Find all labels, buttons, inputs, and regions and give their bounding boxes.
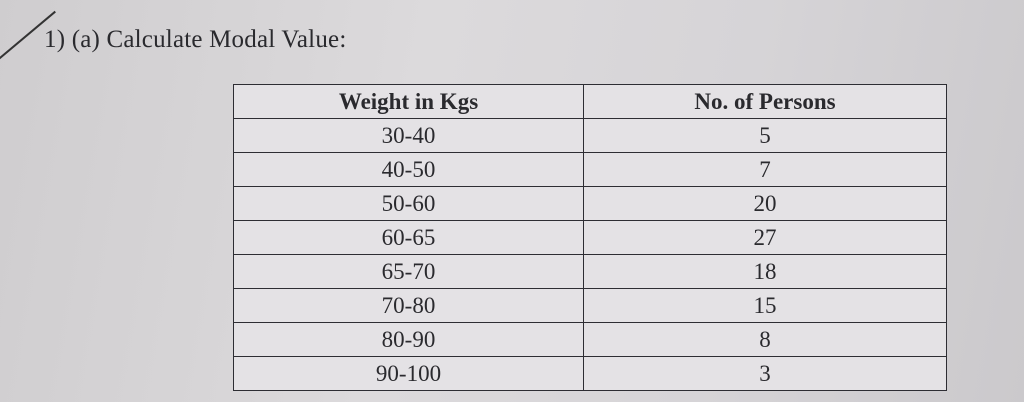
- table-row: 40-50 7: [233, 152, 947, 187]
- weight-cell: 30-40: [233, 118, 584, 153]
- persons-cell: 5: [583, 118, 947, 153]
- table-row: 80-90 8: [233, 322, 947, 357]
- table-row: 70-80 15: [233, 288, 947, 323]
- persons-cell: 20: [583, 186, 947, 221]
- table-row: 90-100 3: [233, 356, 947, 391]
- table-row: 60-65 27: [233, 220, 947, 255]
- table-header-row: Weight in Kgs No. of Persons: [233, 84, 947, 119]
- question-text: (a) Calculate Modal Value:: [71, 26, 347, 53]
- header-persons: No. of Persons: [583, 84, 947, 119]
- weight-cell: 80-90: [233, 322, 584, 357]
- table-row: 65-70 18: [233, 254, 947, 289]
- table-row: 50-60 20: [233, 186, 947, 221]
- weight-cell: 60-65: [233, 220, 584, 255]
- table-row: 30-40 5: [233, 118, 947, 153]
- persons-cell: 3: [583, 356, 947, 391]
- weight-cell: 90-100: [233, 356, 584, 391]
- question-heading: 1) (a) Calculate Modal Value:: [44, 26, 346, 54]
- frequency-table: Weight in Kgs No. of Persons 30-40 5 40-50…: [233, 84, 947, 391]
- weight-cell: 50-60: [233, 186, 584, 221]
- persons-cell: 27: [583, 220, 947, 255]
- persons-cell: 8: [583, 322, 947, 357]
- weight-cell: 65-70: [233, 254, 584, 289]
- persons-cell: 7: [583, 152, 947, 187]
- weight-cell: 40-50: [233, 152, 584, 187]
- question-number: 1): [44, 26, 66, 53]
- persons-cell: 18: [583, 254, 947, 289]
- weight-cell: 70-80: [233, 288, 584, 323]
- header-weight: Weight in Kgs: [233, 84, 584, 119]
- persons-cell: 15: [583, 288, 947, 323]
